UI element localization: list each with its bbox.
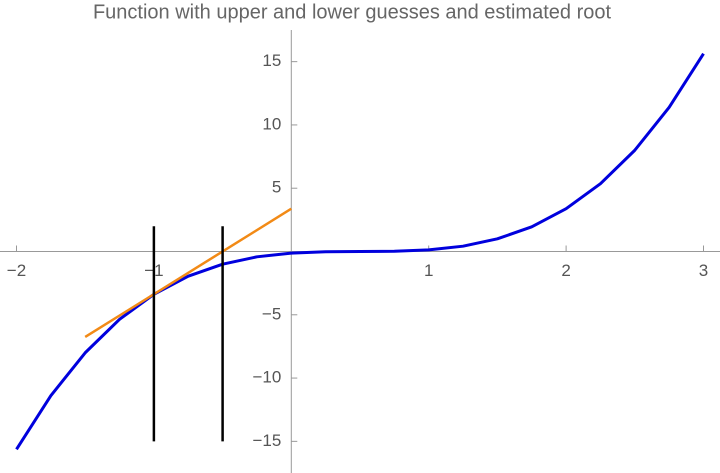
y-tick-label: 5 (272, 178, 281, 197)
y-tick-label: −5 (262, 304, 281, 323)
x-tick-label: −2 (7, 261, 26, 280)
series-line (84, 207, 292, 339)
chart-title: Function with upper and lower guesses an… (93, 1, 612, 23)
y-tick-label: 15 (262, 51, 281, 70)
y-tick-label: −10 (252, 368, 281, 387)
series-line (15, 52, 705, 451)
y-tick-label: 10 (262, 114, 281, 133)
y-tick-label: −15 (252, 431, 281, 450)
x-tick-label: 2 (561, 261, 570, 280)
x-tick-label: 1 (424, 261, 433, 280)
x-tick-label: 3 (699, 261, 708, 280)
